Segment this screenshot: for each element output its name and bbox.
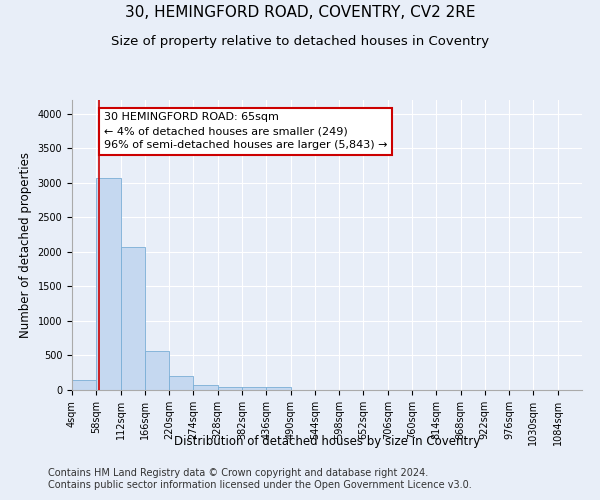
Text: Contains HM Land Registry data © Crown copyright and database right 2024.: Contains HM Land Registry data © Crown c…: [48, 468, 428, 477]
Bar: [218, 387, 242, 390]
Text: Distribution of detached houses by size in Coventry: Distribution of detached houses by size …: [174, 435, 480, 448]
Text: 30, HEMINGFORD ROAD, COVENTRY, CV2 2RE: 30, HEMINGFORD ROAD, COVENTRY, CV2 2RE: [125, 5, 475, 20]
Text: Size of property relative to detached houses in Coventry: Size of property relative to detached ho…: [111, 35, 489, 48]
Bar: [169, 376, 193, 390]
Y-axis label: Number of detached properties: Number of detached properties: [19, 152, 32, 338]
Bar: [121, 247, 145, 390]
Bar: [96, 178, 121, 390]
Bar: [266, 387, 290, 390]
Text: Contains public sector information licensed under the Open Government Licence v3: Contains public sector information licen…: [48, 480, 472, 490]
Bar: [145, 352, 169, 390]
Bar: [193, 385, 218, 390]
Bar: [72, 380, 96, 390]
Bar: [242, 387, 266, 390]
Text: 30 HEMINGFORD ROAD: 65sqm
← 4% of detached houses are smaller (249)
96% of semi-: 30 HEMINGFORD ROAD: 65sqm ← 4% of detach…: [104, 112, 388, 150]
